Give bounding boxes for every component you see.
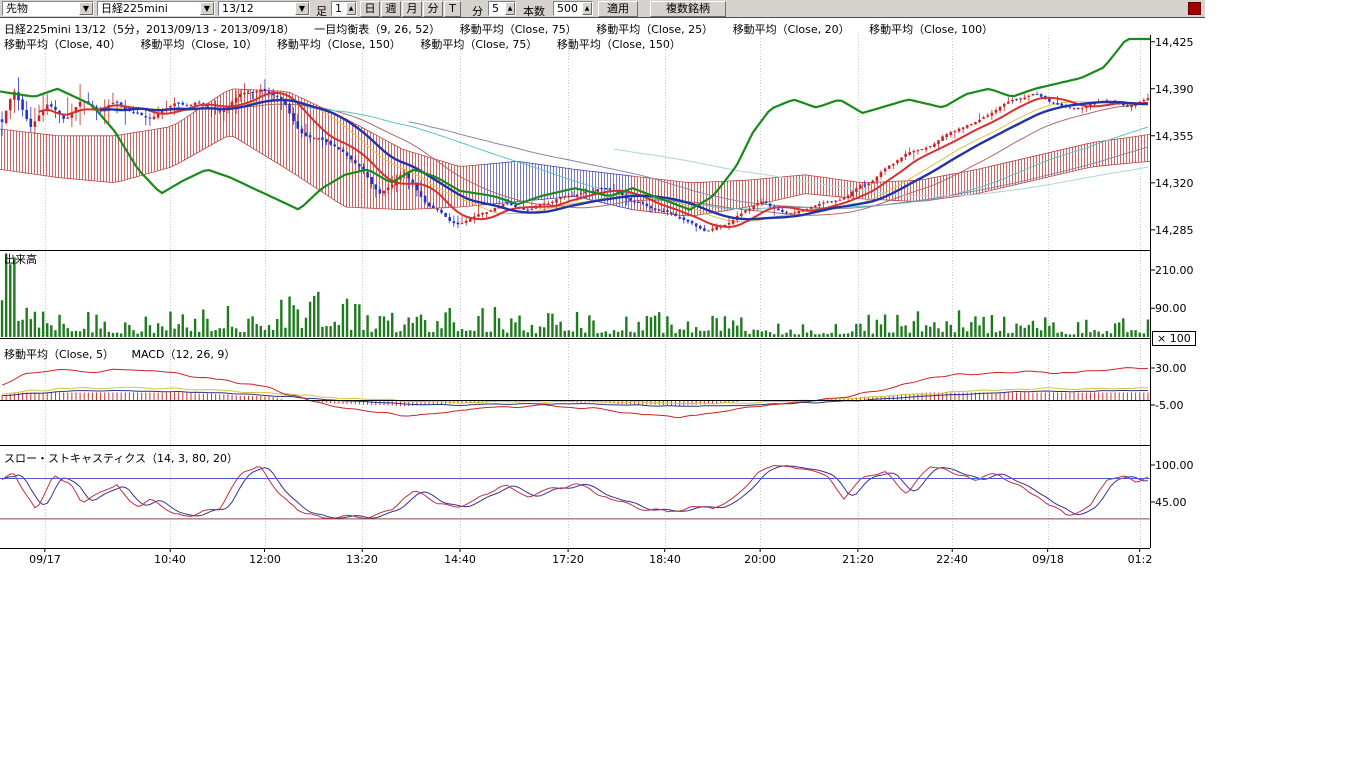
- indicator-ma10: 移動平均（Close, 10）: [140, 38, 258, 51]
- x-axis-label: 10:40: [154, 553, 186, 566]
- contract-month-select[interactable]: 13/12 ▼: [218, 1, 310, 16]
- macd-label: MACD（12, 26, 9）: [131, 348, 236, 361]
- instrument-type-value: 先物: [6, 2, 28, 15]
- stochastics-panel-label: スロー・ストキャスティクス（14, 3, 80, 20）: [4, 452, 238, 465]
- indicator-ma150b: 移動平均（Close, 150）: [556, 38, 681, 51]
- spin-up-icon[interactable]: ▲: [346, 2, 356, 15]
- chart-title: 日経225mini 13/12（5分，2013/09/13 - 2013/09/…: [4, 23, 295, 36]
- bar-unit-value: 1: [335, 2, 342, 15]
- period-week-button[interactable]: 週: [381, 1, 401, 17]
- price-axis-label: 14,355: [1155, 130, 1194, 143]
- x-axis-label: 12:00: [249, 553, 281, 566]
- indicator-ma100: 移動平均（Close, 100）: [869, 23, 994, 36]
- indicator-ma20: 移動平均（Close, 20）: [732, 23, 850, 36]
- volume-multiplier-badge: × 100: [1152, 331, 1196, 346]
- chevron-down-icon[interactable]: ▼: [79, 2, 93, 15]
- price-axis-label: 14,390: [1155, 83, 1194, 96]
- macd-panel-label: 移動平均（Close, 5） MACD（12, 26, 9）: [4, 346, 249, 362]
- period-tick-button[interactable]: T: [444, 1, 461, 17]
- indicator-ma25: 移動平均（Close, 25）: [596, 23, 714, 36]
- bar-count-value: 500: [557, 2, 578, 15]
- volume-axis-label: 210.00: [1155, 264, 1194, 277]
- stoch-axis-label: 45.00: [1155, 496, 1187, 509]
- symbol-value: 日経225mini: [101, 2, 168, 15]
- macd-axis-label: 30.00: [1155, 362, 1187, 375]
- minute-value: 5: [492, 2, 499, 15]
- indicator-header-row2: 移動平均（Close, 40） 移動平均（Close, 10） 移動平均（Clo…: [4, 36, 697, 52]
- price-axis-label: 14,425: [1155, 36, 1194, 49]
- period-minute-button[interactable]: 分: [423, 1, 443, 17]
- toolbar: 先物 ▼ 日経225mini ▼ 13/12 ▼ 足 1 ▲ 日 週 月 分 T…: [0, 0, 1205, 18]
- price-axis-label: 14,285: [1155, 224, 1194, 237]
- x-axis-label: 01:2: [1127, 553, 1153, 566]
- bar-unit-input[interactable]: 1 ▲: [331, 1, 357, 16]
- x-axis-label: 22:40: [936, 553, 968, 566]
- price-axis-label: 14,320: [1155, 177, 1194, 190]
- chart-canvas[interactable]: [0, 0, 1205, 580]
- period-month-button[interactable]: 月: [402, 1, 422, 17]
- indicator-ichimoku: 一目均衡表（9, 26, 52）: [314, 23, 441, 36]
- volume-panel-label: 出来高: [4, 253, 37, 266]
- volume-axis-label: 90.00: [1155, 302, 1187, 315]
- bar-count-label: 本数: [523, 5, 545, 18]
- spin-up-icon[interactable]: ▲: [505, 2, 515, 15]
- macd-axis-label: -5.00: [1155, 399, 1184, 412]
- chevron-down-icon[interactable]: ▼: [295, 2, 309, 15]
- period-day-button[interactable]: 日: [360, 1, 380, 17]
- chevron-down-icon[interactable]: ▼: [200, 2, 214, 15]
- indicator-ma75: 移動平均（Close, 75）: [459, 23, 577, 36]
- x-axis-label: 13:20: [346, 553, 378, 566]
- indicator-ma75b: 移動平均（Close, 75）: [420, 38, 538, 51]
- minute-label: 分: [472, 5, 483, 18]
- indicator-header-row1: 日経225mini 13/12（5分，2013/09/13 - 2013/09/…: [4, 21, 1009, 37]
- spin-up-icon[interactable]: ▲: [582, 2, 592, 15]
- status-indicator-icon: [1188, 2, 1201, 15]
- symbol-select[interactable]: 日経225mini ▼: [97, 1, 215, 16]
- stoch-axis-label: 100.00: [1155, 459, 1194, 472]
- x-axis-label: 09/17: [29, 553, 61, 566]
- contract-month-value: 13/12: [222, 2, 254, 15]
- x-axis-label: 14:40: [444, 553, 476, 566]
- x-axis-label: 17:20: [552, 553, 584, 566]
- indicator-ma40: 移動平均（Close, 40）: [4, 38, 121, 51]
- macd-ma-label: 移動平均（Close, 5）: [4, 348, 114, 361]
- bar-count-input[interactable]: 500 ▲: [553, 1, 593, 16]
- x-axis-label: 18:40: [649, 553, 681, 566]
- multi-symbol-button[interactable]: 複数銘柄: [650, 1, 726, 17]
- x-axis-label: 20:00: [744, 553, 776, 566]
- x-axis-label: 09/18: [1032, 553, 1064, 566]
- apply-button[interactable]: 適用: [598, 1, 638, 17]
- x-axis-label: 21:20: [842, 553, 874, 566]
- bar-label: 足: [316, 5, 327, 18]
- minute-input[interactable]: 5 ▲: [488, 1, 516, 16]
- indicator-ma150: 移動平均（Close, 150）: [276, 38, 401, 51]
- instrument-type-select[interactable]: 先物 ▼: [2, 1, 94, 16]
